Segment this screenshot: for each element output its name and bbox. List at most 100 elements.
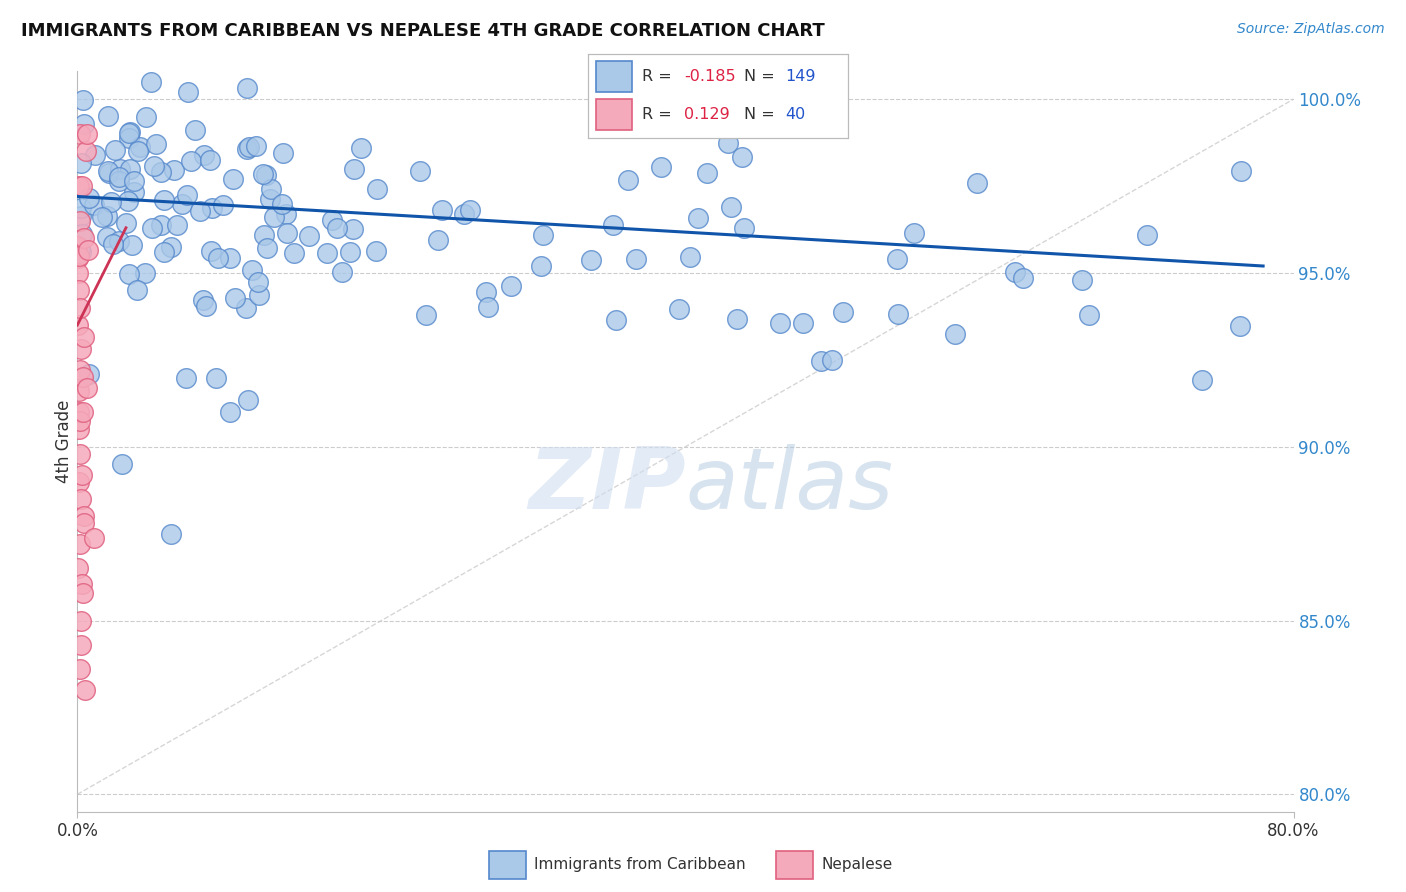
Point <box>236 81 259 95</box>
Point <box>141 221 163 235</box>
Point <box>256 241 278 255</box>
Point <box>170 197 193 211</box>
Point <box>117 194 139 208</box>
Bar <box>776 851 813 879</box>
Point <box>475 285 498 300</box>
Point <box>135 110 157 124</box>
Point <box>810 354 832 368</box>
Point <box>66 318 89 332</box>
Point <box>69 662 91 676</box>
Text: N =: N = <box>744 69 780 84</box>
Point <box>605 313 627 327</box>
Point <box>90 211 112 225</box>
Point <box>122 173 145 187</box>
Point <box>321 212 343 227</box>
Point <box>273 146 295 161</box>
Point <box>69 127 91 141</box>
Point <box>70 467 93 482</box>
Point <box>141 75 163 89</box>
Point <box>458 202 481 217</box>
Point <box>163 162 186 177</box>
Point <box>153 193 176 207</box>
Point <box>254 168 277 182</box>
Y-axis label: 4th Grade: 4th Grade <box>55 400 73 483</box>
Point <box>72 94 94 108</box>
Point <box>821 353 844 368</box>
Point <box>253 227 276 242</box>
Point <box>69 214 91 228</box>
Point <box>194 299 217 313</box>
Point <box>263 211 285 225</box>
Text: Immigrants from Caribbean: Immigrants from Caribbean <box>534 857 747 872</box>
Point <box>72 227 94 242</box>
Text: Source: ZipAtlas.com: Source: ZipAtlas.com <box>1237 22 1385 37</box>
Point <box>966 176 988 190</box>
Text: N =: N = <box>744 107 780 122</box>
Point <box>69 447 91 461</box>
Point <box>66 266 89 280</box>
Point <box>686 211 709 225</box>
Point <box>69 363 91 377</box>
Point <box>259 192 281 206</box>
Point <box>218 405 240 419</box>
Point <box>193 148 215 162</box>
Point <box>246 275 269 289</box>
Point <box>188 204 211 219</box>
Point <box>66 251 89 265</box>
Text: Nepalese: Nepalese <box>821 857 893 872</box>
Point <box>224 292 246 306</box>
Point <box>108 161 131 176</box>
Point <box>79 367 101 381</box>
Point <box>69 242 91 256</box>
Point <box>430 203 453 218</box>
Point <box>145 137 167 152</box>
Point <box>69 343 91 357</box>
Point <box>245 138 267 153</box>
Point <box>531 228 554 243</box>
Point <box>121 238 143 252</box>
Point <box>260 182 283 196</box>
Point <box>298 229 321 244</box>
Point <box>108 174 131 188</box>
Point <box>733 221 755 235</box>
Point <box>1078 308 1101 322</box>
Point <box>668 301 690 316</box>
Point <box>73 509 96 524</box>
Text: 149: 149 <box>786 69 815 84</box>
Point <box>75 145 97 159</box>
Point <box>1011 271 1033 285</box>
Point <box>887 308 910 322</box>
Point <box>96 229 118 244</box>
Point <box>127 145 149 159</box>
Point <box>67 422 90 436</box>
Point <box>67 561 90 575</box>
Bar <box>596 99 631 130</box>
Point <box>67 384 90 398</box>
Point <box>198 153 221 167</box>
Point <box>69 537 91 551</box>
Point <box>415 308 437 322</box>
Point <box>115 216 138 230</box>
Point <box>409 163 432 178</box>
Point <box>149 218 172 232</box>
Point <box>180 154 202 169</box>
Point <box>70 245 93 260</box>
Point <box>103 143 125 157</box>
Point <box>70 576 93 591</box>
Point <box>160 239 183 253</box>
Point <box>67 249 90 263</box>
Point <box>153 245 176 260</box>
Text: R =: R = <box>643 69 678 84</box>
Point <box>1004 265 1026 279</box>
Point <box>129 140 152 154</box>
Point <box>67 283 90 297</box>
Point <box>943 326 966 341</box>
Point <box>350 141 373 155</box>
Point <box>1136 228 1159 243</box>
Point <box>73 117 96 131</box>
Point <box>274 207 297 221</box>
Point <box>1070 273 1092 287</box>
Point <box>122 186 145 200</box>
Point <box>205 371 228 385</box>
Point <box>177 85 200 99</box>
